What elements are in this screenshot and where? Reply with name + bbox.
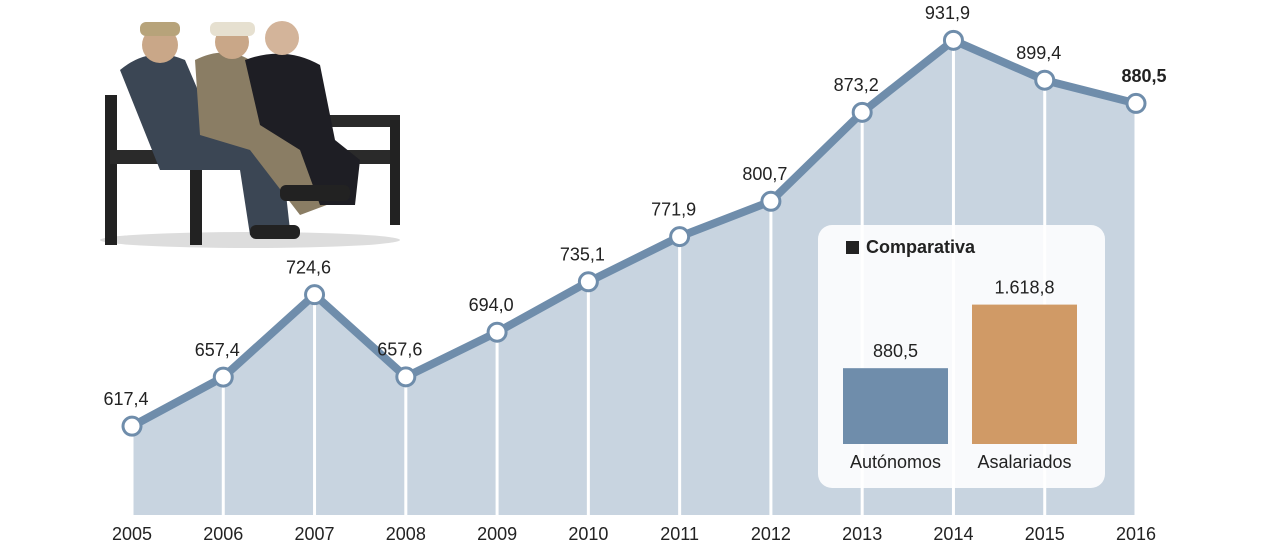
- value-label: 800,7: [742, 164, 787, 184]
- value-label: 873,2: [834, 75, 879, 95]
- category-label: Asalariados: [977, 452, 1071, 472]
- x-tick-label: 2007: [295, 524, 335, 544]
- value-label: 657,6: [377, 340, 422, 360]
- point: [121, 415, 143, 437]
- value-label: 735,1: [560, 245, 605, 265]
- x-tick-label: 2006: [203, 524, 243, 544]
- value-label: 899,4: [1016, 43, 1061, 63]
- point: [942, 29, 964, 51]
- point: [304, 284, 326, 306]
- x-tick-label: 2016: [1116, 524, 1156, 544]
- x-tick-label: 2012: [751, 524, 791, 544]
- x-tick-label: 2011: [660, 524, 699, 544]
- value-label: 1.618,8: [994, 277, 1054, 297]
- point: [577, 271, 599, 293]
- bar: [843, 368, 948, 444]
- photo: [100, 21, 400, 248]
- value-label: 724,6: [286, 257, 331, 277]
- x-tick-label: 2014: [933, 524, 973, 544]
- point: [1034, 69, 1056, 91]
- value-label: 931,9: [925, 3, 970, 23]
- value-label: 657,4: [195, 340, 240, 360]
- value-label: 694,0: [469, 295, 514, 315]
- value-label: 771,9: [651, 199, 696, 219]
- title-marker: [846, 241, 859, 254]
- point: [212, 366, 234, 388]
- x-tick-label: 2015: [1025, 524, 1065, 544]
- point: [395, 366, 417, 388]
- point: [851, 101, 873, 123]
- value-label: 880,5: [1121, 66, 1166, 86]
- x-tick-label: 2009: [477, 524, 517, 544]
- inset-title: Comparativa: [866, 237, 976, 257]
- bar: [972, 304, 1077, 444]
- point: [760, 190, 782, 212]
- x-tick-label: 2010: [568, 524, 608, 544]
- inset-chart: Comparativa 880,5 Autónomos 1.618,8 Asalari…: [818, 225, 1105, 488]
- point: [669, 226, 691, 248]
- category-label: Autónomos: [850, 452, 941, 472]
- line: [130, 36, 1137, 430]
- x-tick-label: 2008: [386, 524, 426, 544]
- x-tick-label: 2005: [112, 524, 152, 544]
- value-label: 617,4: [103, 389, 148, 409]
- x-tick-label: 2013: [842, 524, 882, 544]
- point: [486, 321, 508, 343]
- value-label: 880,5: [873, 341, 918, 361]
- point: [1125, 92, 1147, 114]
